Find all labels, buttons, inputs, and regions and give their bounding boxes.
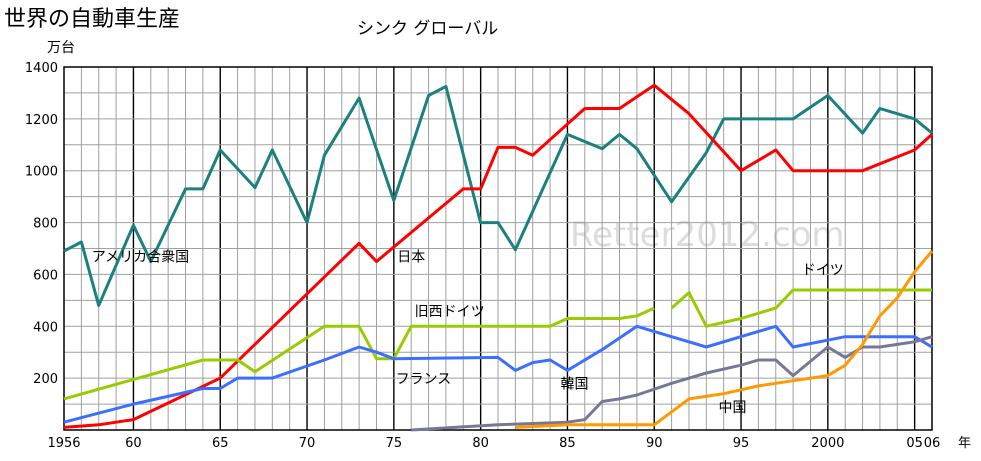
y-tick-label: 1200 — [25, 113, 58, 128]
x-axis-unit: 年 — [958, 436, 971, 451]
series-label: アメリカ合衆国 — [92, 249, 189, 265]
series-line — [63, 324, 933, 424]
x-tick-label: 60 — [125, 436, 142, 451]
y-tick-label: 400 — [33, 320, 58, 335]
grid-lines — [64, 67, 932, 430]
x-tick-label: 70 — [299, 436, 316, 451]
x-tick-label: 80 — [472, 436, 489, 451]
axes — [63, 66, 933, 431]
series-line — [63, 306, 655, 401]
chart-title: 世界の自動車生産 — [4, 7, 180, 32]
series-line — [63, 83, 934, 429]
y-tick-label: 800 — [33, 217, 58, 232]
tick-labels: 1400 1200 1000 800 600 400 200 1956 60 65 70 75 80 85… — [25, 61, 940, 451]
series-line — [515, 250, 934, 429]
series-line — [63, 84, 933, 307]
x-tick-label: 90 — [646, 436, 663, 451]
chart-subtitle: シンク グローバル — [357, 19, 498, 39]
x-tick-label: 95 — [733, 436, 750, 451]
series-label: ドイツ — [802, 262, 844, 278]
series-label: 日本 — [397, 249, 425, 265]
series-lines — [63, 83, 934, 432]
x-tick-label: 75 — [386, 436, 403, 451]
y-tick-label: 1400 — [25, 61, 58, 76]
x-tick-label: 2000 — [811, 436, 844, 451]
x-tick-label: 06 — [924, 436, 941, 451]
plot-frame — [63, 66, 933, 431]
x-tick-label: 05 — [906, 436, 923, 451]
series-line — [411, 335, 933, 432]
y-tick-label: 1000 — [25, 165, 58, 180]
x-tick-label: 85 — [559, 436, 576, 451]
series-label: フランス — [396, 371, 452, 387]
series-label: 韓国 — [560, 377, 588, 393]
series-line — [670, 288, 932, 328]
series-label: 旧西ドイツ — [415, 304, 485, 320]
x-tick-label: 65 — [212, 436, 229, 451]
series-label: 中国 — [718, 400, 746, 416]
x-tick-label: 1956 — [47, 436, 80, 451]
y-tick-label: 600 — [33, 268, 58, 283]
y-tick-label: 200 — [33, 372, 58, 387]
y-axis-unit: 万台 — [47, 40, 75, 56]
